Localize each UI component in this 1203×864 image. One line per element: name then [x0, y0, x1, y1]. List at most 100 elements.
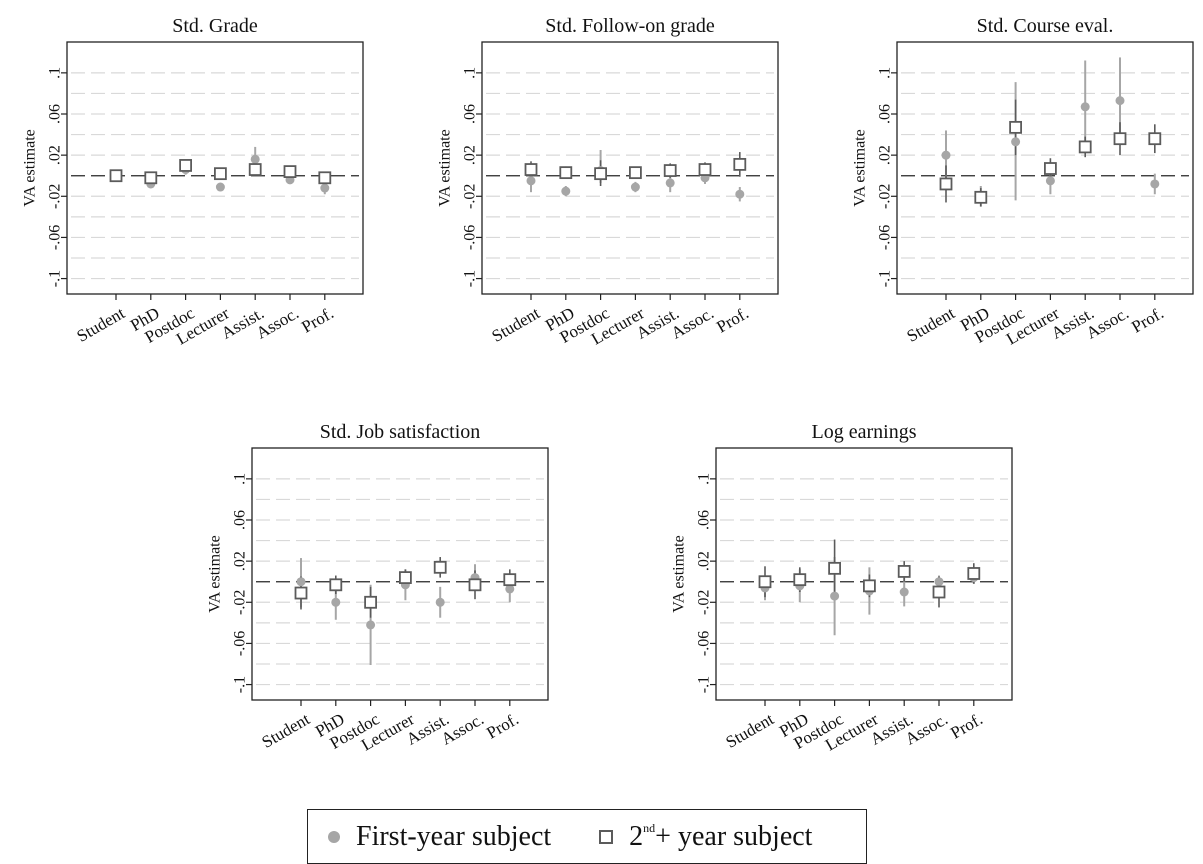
chart-title: Std. Follow-on grade [545, 15, 715, 37]
y-tick-label: .06 [877, 104, 894, 124]
y-tick-label: -.1 [462, 270, 479, 287]
point-second-year [594, 167, 607, 181]
point-second-year [793, 573, 807, 587]
y-tick-label: .06 [47, 104, 64, 124]
point-first-year [830, 591, 840, 601]
x-tick-label: Prof. [483, 709, 522, 742]
point-second-year [939, 177, 953, 191]
y-tick-label: -.02 [232, 590, 249, 615]
y-tick-label: .02 [462, 145, 479, 165]
y-tick-label: .02 [696, 551, 713, 571]
y-axis-label: VA estimate [852, 129, 869, 206]
y-tick-label: -.02 [47, 184, 64, 209]
point-first-year [665, 178, 675, 188]
point-second-year [663, 164, 677, 177]
point-first-year [630, 182, 640, 192]
y-tick-label: -.1 [47, 270, 64, 287]
point-first-year [561, 186, 571, 196]
chart-panel-1: Std. Grade -.1 -.06 -.02 .02 .06 .1 VA estimate… [22, 15, 364, 349]
plot-frame [715, 447, 1013, 701]
point-second-year [698, 163, 712, 176]
y-tick-label: -.02 [462, 184, 479, 209]
point-first-year [320, 183, 330, 193]
point-second-year [629, 166, 642, 180]
plot-frame [481, 41, 779, 295]
x-tick-label: Prof. [1128, 303, 1167, 336]
point-first-year [331, 597, 341, 607]
point-second-year [283, 165, 297, 179]
y-axis-label: VA estimate [22, 129, 39, 206]
y-tick-label: .06 [232, 510, 249, 530]
chart-title: Std. Grade [172, 15, 258, 37]
plot-frame [66, 41, 364, 295]
point-second-year [967, 567, 981, 580]
y-tick-label: .1 [877, 67, 894, 79]
legend-marker-square-icon [599, 829, 614, 844]
point-first-year [735, 189, 745, 199]
point-first-year [296, 577, 306, 587]
point-second-year [1113, 132, 1127, 146]
x-tick-label: Student [723, 709, 778, 752]
point-first-year [505, 584, 515, 594]
y-tick-label: .02 [47, 145, 64, 165]
x-tick-label: Prof. [713, 303, 752, 336]
point-second-year [1044, 162, 1057, 175]
chart-title: Std. Job satisfaction [320, 421, 481, 443]
point-second-year [433, 560, 447, 574]
point-second-year [733, 157, 747, 171]
point-second-year [468, 578, 482, 592]
point-first-year [899, 587, 909, 597]
legend-label-second-sup: nd [643, 821, 656, 835]
point-second-year [318, 171, 332, 185]
y-axis-label: VA estimate [437, 129, 454, 206]
plot-frame [251, 447, 549, 701]
y-tick-label: -.06 [877, 225, 894, 250]
point-second-year [144, 171, 158, 185]
point-first-year [526, 176, 536, 186]
point-first-year [1150, 179, 1160, 189]
point-second-year [503, 573, 517, 587]
y-tick-label: -.02 [877, 184, 894, 209]
point-second-year [828, 561, 841, 575]
x-tick-label: Prof. [947, 709, 986, 742]
y-tick-label: .02 [877, 145, 894, 165]
point-first-year [1011, 137, 1021, 147]
y-axis-label: VA estimate [207, 535, 224, 612]
y-axis-label: VA estimate [671, 535, 688, 612]
point-first-year [1080, 102, 1090, 112]
chart-panel-3: Std. Course eval. -.1 -.06 -.02 .02 .06 .1 VA e… [852, 15, 1194, 349]
point-second-year [364, 595, 378, 609]
chart-panel-4: Std. Job satisfaction -.1 -.06 -.02 .02 .06 .1… [207, 421, 549, 755]
legend-marker-circle-icon [328, 830, 340, 843]
chart-panel-2: Std. Follow-on grade -.1 -.06 -.02 .02 .06 .1 V… [437, 15, 779, 349]
y-tick-label: .06 [462, 104, 479, 124]
y-tick-label: -.06 [47, 225, 64, 250]
legend-label-second-prefix: 2 [629, 820, 644, 852]
x-tick-label: Student [74, 303, 129, 346]
y-tick-label: -.06 [232, 631, 249, 656]
x-tick-label: Student [904, 303, 959, 346]
y-tick-label: .02 [232, 551, 249, 571]
x-tick-label: Prof. [298, 303, 337, 336]
point-second-year [758, 575, 772, 589]
point-second-year [179, 159, 193, 172]
point-second-year [524, 163, 538, 176]
y-tick-label: .1 [232, 473, 249, 485]
point-second-year [559, 166, 573, 180]
point-second-year [974, 190, 988, 204]
point-first-year [934, 577, 944, 587]
y-tick-label: -.06 [462, 225, 479, 250]
figure-canvas: Std. Grade -.1 -.06 -.02 .02 .06 .1 VA estimate… [22, 15, 1194, 755]
point-first-year [435, 597, 445, 607]
y-tick-label: .1 [462, 67, 479, 79]
legend-label-first-year: First-year subject [356, 820, 552, 852]
point-first-year [250, 154, 260, 164]
point-second-year [329, 578, 343, 592]
legend-label-second-suffix: + year subject [655, 820, 813, 852]
point-second-year [932, 585, 946, 599]
point-second-year [294, 586, 308, 600]
legend-item-first-year: First-year subject [308, 821, 551, 853]
point-second-year [398, 571, 412, 584]
